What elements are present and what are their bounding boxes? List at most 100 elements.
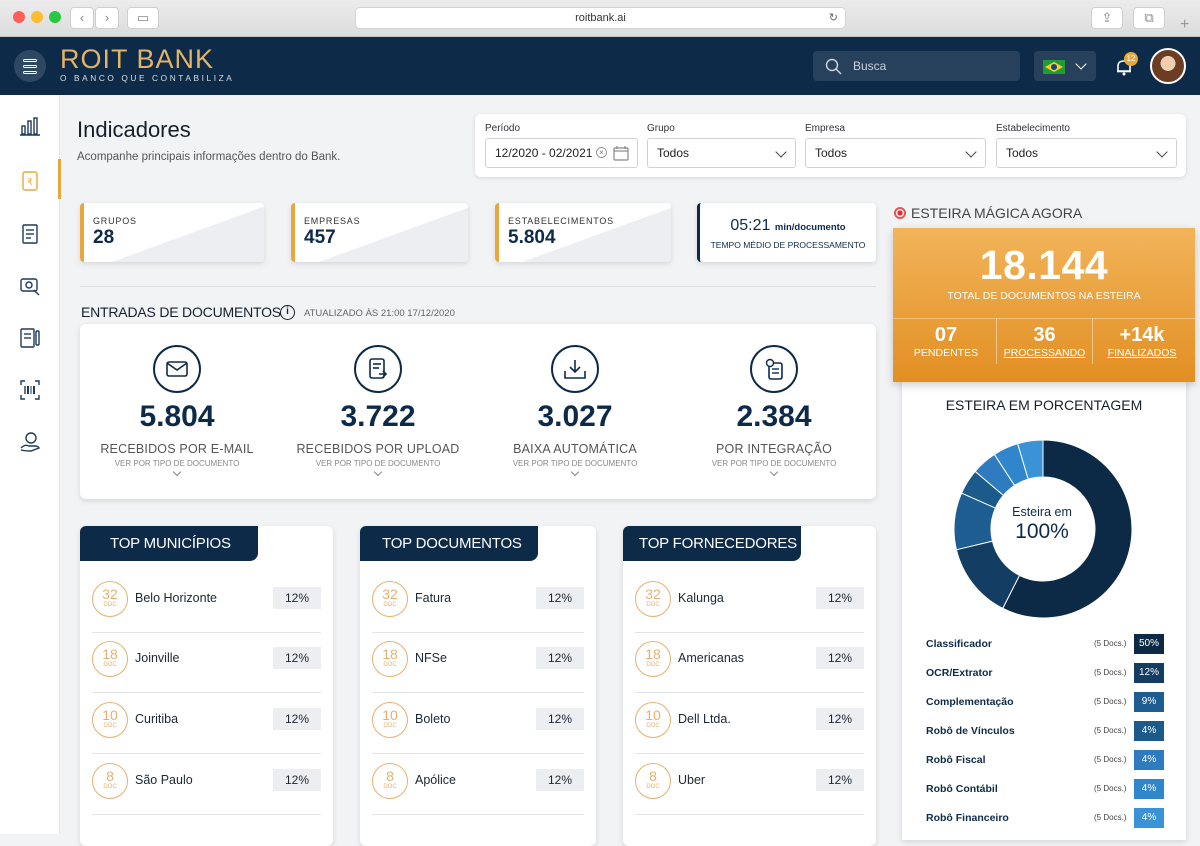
download-tray-icon	[551, 345, 599, 393]
menu-icon[interactable]	[14, 50, 46, 82]
back-icon[interactable]: ‹	[70, 7, 94, 29]
avg-time-card: 05:21 min/documento TEMPO MÉDIO DE PROCE…	[697, 203, 876, 262]
stat-card-companies[interactable]: EMPRESAS 457	[291, 203, 468, 262]
chevron-down-icon[interactable]	[172, 467, 182, 477]
sidebar-active-marker	[58, 159, 61, 199]
avg-time-unit: min/documento	[774, 222, 846, 233]
list-item[interactable]: 8 DOC São Paulo 12%	[92, 754, 321, 815]
reload-icon[interactable]: ↻	[828, 12, 838, 24]
brand-logo[interactable]: ROIT BANK	[60, 44, 215, 74]
page-subtitle: Acompanhe principais informações dentro …	[77, 151, 341, 163]
doc-count-badge: 10 DOC	[372, 702, 408, 738]
search-placeholder: Busca	[853, 59, 887, 73]
legend-percent-badge: 12%	[1134, 663, 1164, 683]
entry-value: 3.722	[340, 400, 416, 433]
legend-docs: (5 Docs.)	[1094, 755, 1127, 764]
list-item[interactable]: 32 DOC Fatura 12%	[372, 572, 584, 633]
stat-card-groups[interactable]: GRUPOS 28	[80, 203, 264, 262]
share-icon[interactable]: ⇪	[1091, 7, 1123, 29]
clear-icon[interactable]: ×	[596, 147, 607, 158]
sidebar-item-invoices-icon[interactable]	[19, 327, 41, 349]
chevron-down-icon	[965, 146, 977, 158]
top-fornecedores-panel: TOP FORNECEDORES 32 DOC Kalunga 12% 18 DOC Am…	[623, 526, 876, 846]
donut-slice-classificador[interactable]	[1002, 439, 1133, 619]
forward-icon[interactable]: ›	[95, 7, 119, 29]
establishment-select[interactable]: Todos	[996, 138, 1177, 168]
tabs-icon[interactable]: ⧉	[1133, 7, 1165, 29]
sidebar-item-barcode-icon[interactable]	[19, 379, 41, 401]
chevron-down-icon[interactable]	[769, 467, 779, 477]
chevron-down-icon	[1075, 58, 1087, 70]
group-label: Grupo	[647, 123, 675, 134]
doc-count-badge: 32 DOC	[92, 581, 128, 617]
calendar-icon[interactable]	[613, 145, 629, 161]
company-label: Empresa	[805, 123, 846, 134]
entry-detail-link[interactable]: VER POR TIPO DE DOCUMENTO	[512, 459, 638, 468]
entry-detail-link[interactable]: VER POR TIPO DE DOCUMENTO	[315, 459, 441, 468]
stat-label: ESTABELECIMENTOS	[508, 216, 614, 226]
stat-card-establishments[interactable]: ESTABELECIMENTOS 5.804	[495, 203, 671, 262]
establishment-label: Estabelecimento	[996, 123, 1070, 134]
search-icon	[825, 58, 842, 75]
list-item[interactable]: 18 DOC Joinville 12%	[92, 632, 321, 693]
list-item[interactable]: 32 DOC Kalunga 12%	[635, 572, 864, 633]
legend-label: Robô Contábil	[926, 783, 998, 795]
list-item[interactable]: 8 DOC Apólice 12%	[372, 754, 584, 815]
esteira-summary-card: 18.144 TOTAL DE DOCUMENTOS NA ESTEIRA 07…	[893, 228, 1195, 382]
item-percent: 12%	[816, 769, 864, 791]
new-tab-icon[interactable]: +	[1180, 16, 1190, 33]
maximize-window-icon[interactable]	[49, 11, 61, 23]
chevron-down-icon	[775, 146, 787, 158]
pendentes-stat[interactable]: 07 PENDENTES	[913, 324, 979, 359]
item-name: Apólice	[415, 773, 456, 787]
entry-auto: 3.027 BAIXA AUTOMÁTICA VER POR TIPO DE D…	[485, 345, 665, 477]
close-window-icon[interactable]	[13, 11, 25, 23]
item-name: Curitiba	[135, 712, 179, 726]
company-value: Todos	[815, 146, 848, 160]
sidebar-item-payments-icon[interactable]	[19, 275, 41, 297]
sidebar-item-reports-icon[interactable]	[19, 223, 41, 245]
entry-label: RECEBIDOS POR E-MAIL	[100, 442, 254, 456]
entry-detail-link[interactable]: VER POR TIPO DE DOCUMENTO	[711, 459, 837, 468]
period-input[interactable]: 12/2020 - 02/2021 ×	[485, 138, 638, 168]
legend-row: Robô Financeiro (5 Docs.) 4%	[926, 808, 1164, 828]
notification-badge: 12	[1124, 52, 1138, 66]
list-item[interactable]: 32 DOC Belo Horizonte 12%	[92, 572, 321, 633]
sidebar-item-money-hand-icon[interactable]	[19, 431, 41, 453]
list-item[interactable]: 8 DOC Uber 12%	[635, 754, 864, 815]
legend-row: Complementação (5 Docs.) 9%	[926, 692, 1164, 712]
group-select[interactable]: Todos	[647, 138, 796, 168]
list-item[interactable]: 10 DOC Dell Ltda. 12%	[635, 693, 864, 754]
list-item[interactable]: 10 DOC Curitiba 12%	[92, 693, 321, 754]
list-item[interactable]: 18 DOC Americanas 12%	[635, 632, 864, 693]
sidebar-item-documents-icon[interactable]: ₹	[19, 170, 41, 192]
stat-value: 28	[93, 227, 115, 248]
company-select[interactable]: Todos	[805, 138, 986, 168]
period-value: 12/2020 - 02/2021	[495, 146, 593, 160]
item-percent: 12%	[816, 708, 864, 730]
donut-slice-rob-financeiro[interactable]	[1017, 439, 1044, 480]
esteira-total: 18.144	[979, 242, 1109, 288]
language-select[interactable]	[1034, 51, 1096, 81]
list-item[interactable]: 18 DOC NFSe 12%	[372, 632, 584, 693]
info-icon[interactable]: i	[280, 305, 295, 320]
processando-stat[interactable]: 36 PROCESSANDO	[1003, 324, 1086, 359]
sidebar-item-indicators-icon[interactable]	[19, 115, 41, 137]
stat-value: 457	[304, 227, 336, 248]
item-name: Uber	[678, 773, 706, 787]
sidebar-toggle-icon[interactable]: ▭	[127, 7, 159, 29]
entries-updated: ATUALIZADO ÀS 21:00 17/12/2020	[304, 308, 455, 319]
item-percent: 12%	[273, 769, 321, 791]
list-item[interactable]: 10 DOC Boleto 12%	[372, 693, 584, 754]
finalizados-stat[interactable]: +14k FINALIZADOS	[1107, 324, 1177, 359]
chevron-down-icon[interactable]	[570, 467, 580, 477]
entry-detail-link[interactable]: VER POR TIPO DE DOCUMENTO	[114, 459, 240, 468]
user-avatar[interactable]	[1150, 48, 1186, 84]
item-percent: 12%	[273, 647, 321, 669]
chevron-down-icon[interactable]	[373, 467, 383, 477]
item-percent: 12%	[536, 708, 584, 730]
envelope-icon	[153, 345, 201, 393]
url-bar[interactable]: roitbank.ai ↻	[355, 7, 846, 29]
minimize-window-icon[interactable]	[31, 11, 43, 23]
search-box[interactable]: Busca	[813, 51, 1020, 81]
